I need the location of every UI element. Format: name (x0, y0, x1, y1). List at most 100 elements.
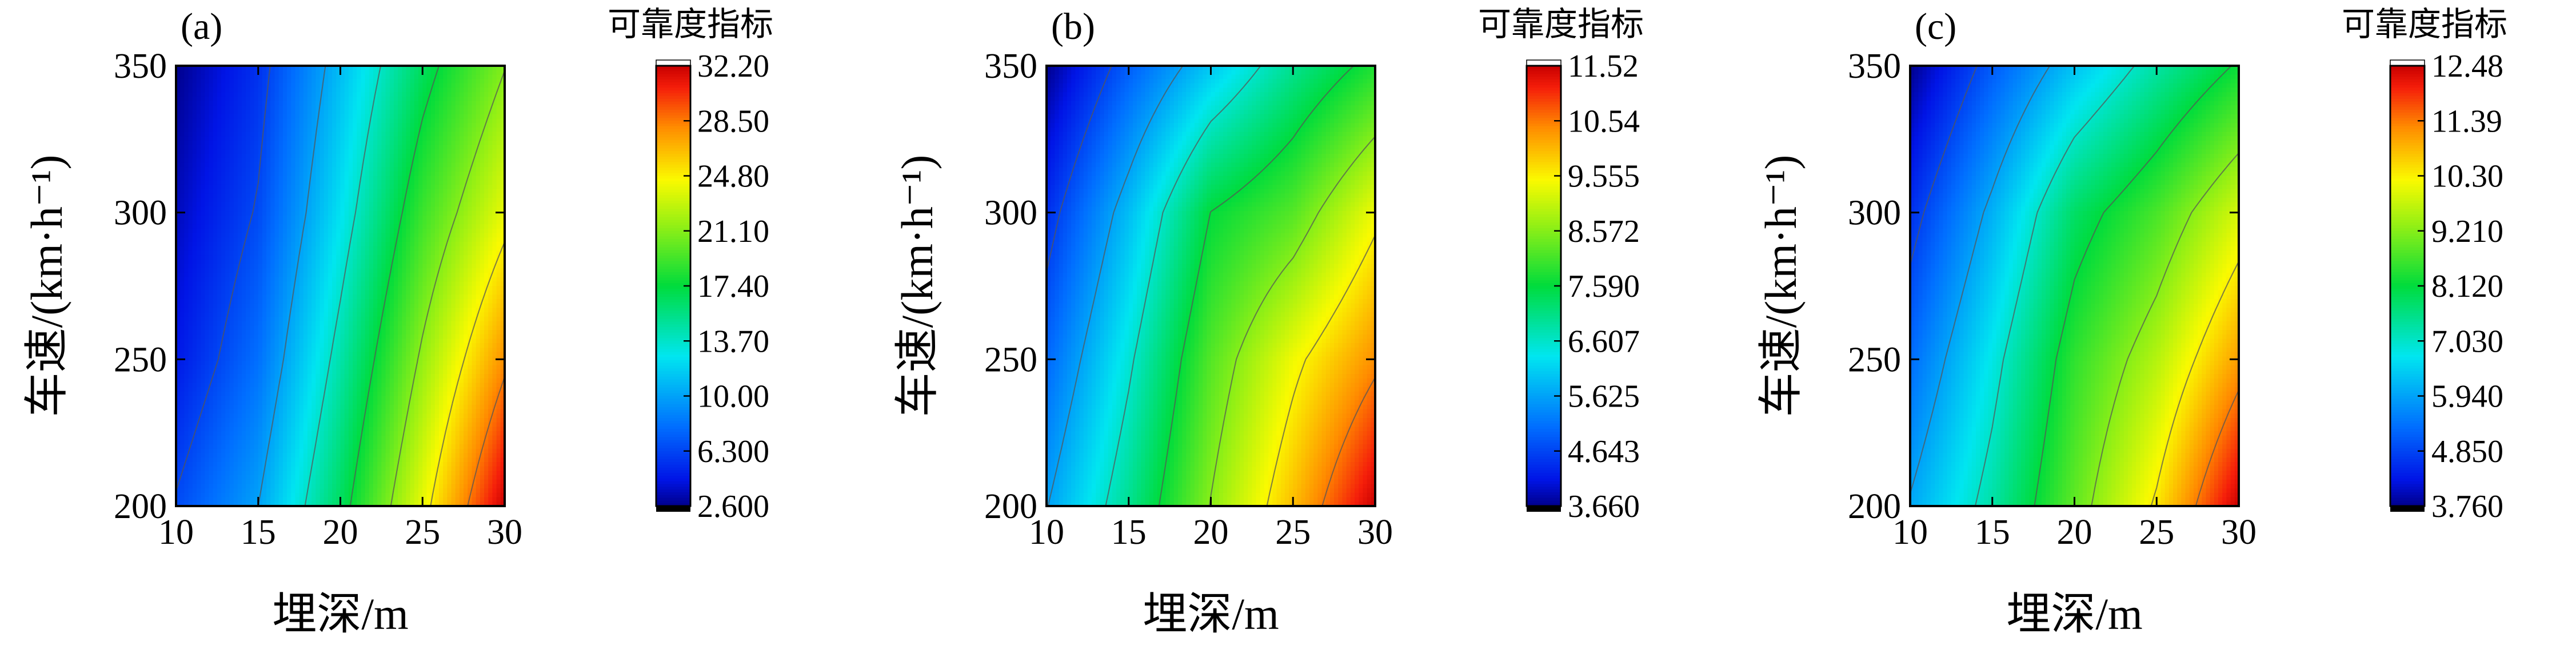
heatmap-cell (213, 387, 218, 392)
heatmap-cell (287, 497, 291, 502)
heatmap-cell (328, 114, 333, 119)
heatmap-cell (369, 488, 374, 493)
heatmap-cell (209, 180, 214, 185)
heatmap-cell (229, 97, 234, 101)
heatmap-cell (349, 273, 353, 277)
heatmap-cell (283, 273, 287, 277)
heatmap-cell (365, 356, 370, 361)
heatmap-cell (234, 118, 238, 123)
heatmap-cell (197, 224, 201, 229)
heatmap-cell (180, 260, 185, 264)
heatmap-cell (270, 339, 275, 343)
heatmap-cell (303, 180, 308, 185)
heatmap-cell (246, 92, 250, 97)
heatmap-cell (373, 149, 378, 154)
heatmap-cell (217, 374, 222, 379)
heatmap-cell (353, 154, 357, 158)
heatmap-cell (279, 325, 283, 330)
heatmap-cell (291, 409, 295, 414)
heatmap-cell (205, 268, 209, 273)
heatmap-cell (369, 83, 374, 88)
heatmap-cell (377, 110, 382, 114)
heatmap-cell (180, 250, 185, 255)
heatmap-cell (320, 242, 325, 246)
heatmap-cell (254, 118, 259, 123)
heatmap-cell (283, 92, 287, 97)
heatmap-cell (353, 497, 357, 502)
heatmap-cell (225, 387, 230, 392)
heatmap-cell (279, 220, 283, 225)
heatmap-cell (303, 286, 308, 290)
heatmap-cell (217, 132, 222, 137)
heatmap-cell (320, 206, 325, 211)
heatmap-cell (180, 172, 185, 176)
heatmap-cell (320, 383, 325, 387)
heatmap-cell (303, 475, 308, 480)
heatmap-cell (324, 180, 329, 185)
heatmap-cell (201, 92, 205, 97)
heatmap-cell (377, 480, 382, 484)
heatmap-cell (279, 339, 283, 343)
heatmap-cell (225, 383, 230, 387)
heatmap-cell (328, 128, 333, 132)
heatmap-cell (332, 431, 337, 436)
heatmap-cell (315, 308, 320, 313)
heatmap-cell (242, 224, 246, 229)
heatmap-cell (353, 74, 357, 79)
heatmap-cell (341, 387, 345, 392)
heatmap-cell (345, 97, 349, 101)
heatmap-cell (311, 423, 316, 427)
heatmap-cell (242, 193, 246, 198)
heatmap-cell (349, 74, 353, 79)
heatmap-cell (246, 497, 250, 502)
heatmap-cell (345, 198, 349, 202)
heatmap-cell (217, 185, 222, 189)
heatmap-cell (270, 299, 275, 304)
heatmap-cell (303, 79, 308, 83)
heatmap-cell (221, 162, 226, 167)
heatmap-cell (307, 493, 312, 497)
heatmap-cell (345, 242, 349, 246)
heatmap-cell (299, 462, 304, 467)
heatmap-cell (234, 250, 238, 255)
heatmap-cell (250, 189, 254, 194)
heatmap-cell (221, 97, 226, 101)
heatmap-cell (225, 237, 230, 242)
heatmap-cell (234, 405, 238, 409)
heatmap-cell (324, 471, 329, 475)
heatmap-cell (246, 202, 250, 207)
heatmap-cell (193, 335, 197, 339)
heatmap-cell (295, 457, 299, 462)
heatmap-cell (349, 110, 353, 114)
heatmap-cell (266, 136, 271, 141)
heatmap-cell (287, 255, 291, 260)
heatmap-cell (221, 497, 226, 502)
heatmap-cell (262, 88, 267, 93)
heatmap-cell (270, 114, 275, 119)
heatmap-cell (221, 444, 226, 449)
heatmap-cell (213, 202, 218, 207)
heatmap-cell (377, 206, 382, 211)
heatmap-cell (287, 211, 291, 216)
heatmap-cell (184, 294, 189, 299)
heatmap-cell (307, 128, 312, 132)
heatmap-cell (336, 431, 341, 436)
heatmap-cell (225, 418, 230, 423)
heatmap-cell (299, 136, 304, 141)
heatmap-cell (291, 369, 295, 374)
heatmap-cell (275, 374, 279, 379)
heatmap-cell (320, 277, 325, 282)
heatmap-cell (283, 325, 287, 330)
heatmap-cell (193, 440, 197, 445)
heatmap-cell (328, 299, 333, 304)
heatmap-cell (270, 361, 275, 365)
heatmap-cell (193, 162, 197, 167)
chart-panel-1: 10 15 20 25 30200250300350埋深/m车速/(km·h⁻¹)(a)… (22, 5, 773, 639)
heatmap-cell (328, 436, 333, 440)
heatmap-cell (189, 264, 193, 269)
heatmap-cell (184, 409, 189, 414)
heatmap-cell (184, 308, 189, 313)
heatmap-cell (258, 352, 263, 357)
heatmap-cell (303, 348, 308, 352)
heatmap-cell (246, 281, 250, 286)
